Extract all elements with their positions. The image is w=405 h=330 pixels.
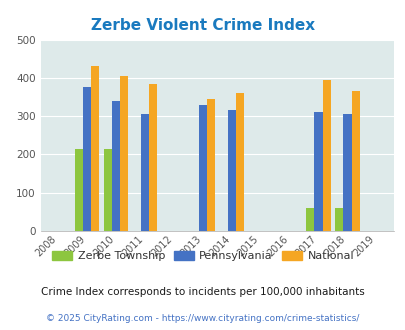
Bar [306, 208, 314, 231]
Bar [141, 114, 149, 231]
Bar [227, 111, 235, 231]
Bar [91, 66, 99, 231]
Bar [314, 112, 322, 231]
Bar [198, 106, 206, 231]
Bar [206, 99, 214, 231]
Text: Crime Index corresponds to incidents per 100,000 inhabitants: Crime Index corresponds to incidents per… [41, 287, 364, 297]
Bar [351, 91, 359, 231]
Bar [235, 93, 243, 231]
Bar [111, 101, 119, 231]
Bar [103, 149, 111, 231]
Bar [119, 76, 128, 231]
Bar [149, 83, 157, 231]
Bar [322, 80, 330, 231]
Text: © 2025 CityRating.com - https://www.cityrating.com/crime-statistics/: © 2025 CityRating.com - https://www.city… [46, 314, 359, 323]
Text: Zerbe Violent Crime Index: Zerbe Violent Crime Index [91, 18, 314, 33]
Bar [83, 87, 91, 231]
Bar [343, 114, 351, 231]
Legend: Zerbe Township, Pennsylvania, National: Zerbe Township, Pennsylvania, National [47, 247, 358, 266]
Bar [335, 208, 343, 231]
Bar [75, 149, 83, 231]
